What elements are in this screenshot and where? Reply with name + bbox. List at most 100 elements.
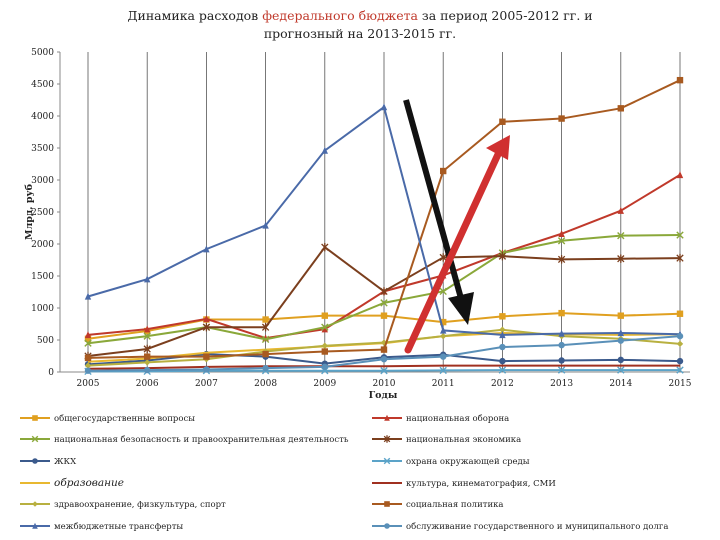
data-point [321, 146, 328, 154]
x-tick-label: 2006 [136, 379, 159, 389]
data-point [202, 323, 211, 332]
data-point [617, 105, 624, 112]
legend-label: здравоохранение, физкультура, спорт [54, 500, 226, 510]
data-point [498, 251, 507, 261]
data-point [558, 357, 565, 364]
legend-item: здравоохранение, физкультура, спорт [20, 500, 226, 510]
legend-marker [384, 523, 390, 529]
chart-title-suffix: за период 2005-2012 гг. и [418, 8, 593, 23]
data-point [84, 362, 92, 369]
x-tick-label: 2010 [373, 379, 396, 389]
series-6 [84, 366, 684, 376]
data-point [676, 332, 684, 340]
data-point [557, 255, 566, 264]
data-point [261, 323, 270, 332]
chart-title-prefix: Динамика расходов [127, 8, 262, 23]
data-point [380, 299, 388, 307]
legend-item: охрана окружающей среды [372, 457, 530, 467]
legend-item: ЖКХ [20, 457, 77, 467]
x-tick-label: 2008 [254, 379, 277, 389]
legend-marker [32, 522, 38, 529]
data-point [558, 115, 565, 122]
data-point [144, 366, 151, 374]
data-point [84, 367, 92, 374]
legend-item: национальная оборона [372, 413, 509, 424]
data-point [321, 342, 328, 349]
data-point [499, 313, 506, 320]
data-point [499, 118, 506, 125]
x-tick-label: 2011 [432, 379, 455, 389]
down-arrow-head [448, 292, 474, 325]
legend-label: образование [54, 477, 124, 489]
x-tick-label: 2015 [669, 379, 692, 389]
data-point [676, 253, 684, 263]
y-tick-label: 500 [37, 336, 54, 346]
data-point [617, 366, 625, 374]
legend-label: общегосударственные вопросы [54, 413, 195, 424]
data-point [203, 366, 210, 373]
legend-item: культура, кинематография, СМИ [372, 479, 556, 489]
data-point [262, 316, 269, 323]
legend-marker [32, 458, 38, 464]
data-point [203, 353, 210, 360]
data-point [261, 335, 270, 344]
legend-item: общегосударственные вопросы [20, 413, 195, 424]
legend-marker [383, 457, 391, 465]
legend: общегосударственные вопросы национальная … [20, 413, 668, 532]
data-point [144, 275, 151, 283]
data-point [203, 315, 210, 323]
data-point [262, 350, 269, 358]
data-point [321, 312, 328, 319]
data-point [499, 326, 506, 333]
data-point [617, 329, 624, 337]
x-tick-label: 2012 [491, 379, 514, 389]
data-point [321, 363, 328, 371]
data-point [557, 237, 566, 245]
data-point [676, 76, 684, 84]
legend-label: охрана окружающей среды [406, 457, 530, 467]
series-8 [87, 364, 680, 370]
series-10 [84, 76, 684, 362]
axes: 0 500 1000 1500 2000 2500 3000 3500 4000 4500 5000… [31, 48, 692, 389]
data-point [676, 357, 684, 365]
data-point [380, 312, 388, 319]
legend-item: обслуживание государственного и муниципа… [372, 521, 668, 532]
data-point [440, 332, 447, 340]
y-tick-label: 5000 [31, 48, 54, 58]
series-11 [84, 103, 684, 339]
data-point [439, 366, 447, 375]
data-point [143, 344, 151, 354]
data-point [676, 310, 684, 317]
arrows-overlay [403, 99, 510, 354]
legend-marker [384, 501, 390, 507]
data-point [676, 231, 684, 239]
series-line [87, 364, 680, 370]
data-point [439, 253, 447, 262]
x-tick-label: 2013 [550, 379, 573, 389]
data-point [558, 309, 565, 317]
data-point [499, 343, 506, 351]
legend-marker [32, 501, 38, 507]
data-point [439, 287, 447, 296]
chart-title: Динамика расходов федерального бюджета з… [127, 8, 592, 23]
legend-marker [383, 435, 391, 443]
data-point [84, 335, 92, 342]
x-tick-label: 2009 [313, 379, 336, 389]
legend-label: национальная экономика [406, 435, 521, 445]
y-tick-label: 2500 [31, 208, 54, 218]
down-arrow-shaft [403, 99, 465, 303]
y-tick-label: 3500 [31, 144, 54, 154]
legend-label: социальная политика [406, 500, 504, 510]
data-point [676, 340, 684, 348]
data-point [144, 359, 151, 366]
y-tick-label: 0 [48, 368, 54, 378]
data-point [499, 331, 506, 339]
data-point [380, 287, 388, 296]
data-point [499, 357, 506, 365]
legend-marker [31, 435, 39, 443]
legend-marker [384, 414, 390, 421]
series-12 [84, 332, 684, 374]
data-point [84, 354, 92, 362]
y-tick-label: 2000 [31, 240, 54, 250]
